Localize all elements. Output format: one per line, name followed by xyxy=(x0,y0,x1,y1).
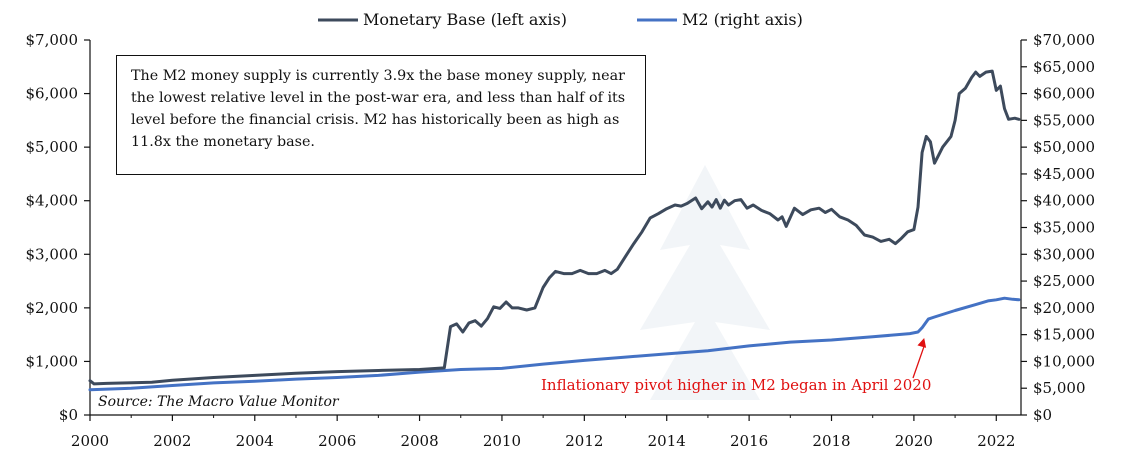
legend-label-m2: M2 (right axis) xyxy=(682,10,803,29)
y-right-tick-label: $60,000 xyxy=(1033,85,1095,103)
y-left-tick-label: $5,000 xyxy=(26,138,79,156)
source-note: Source: The Macro Value Monitor xyxy=(96,394,341,410)
legend: Monetary Base (left axis) M2 (right axis… xyxy=(318,10,803,29)
watermark-tree-icon xyxy=(640,165,770,400)
x-tick-label: 2008 xyxy=(400,432,438,450)
y-right-tick-label: $10,000 xyxy=(1033,352,1095,370)
y-right-tick-label: $0 xyxy=(1033,406,1052,424)
y-left-tick-label: $6,000 xyxy=(26,85,79,103)
x-tick-label: 2016 xyxy=(730,432,768,450)
y-right-tick-label: $5,000 xyxy=(1033,379,1086,397)
series-layer xyxy=(88,69,1021,392)
x-tick-label: 2012 xyxy=(565,432,603,450)
x-tick-label: 2004 xyxy=(236,432,274,450)
y-left-tick-label: $3,000 xyxy=(26,245,79,263)
y-right-tick-label: $35,000 xyxy=(1033,219,1095,237)
x-tick-label: 2022 xyxy=(977,432,1015,450)
y-right-tick-label: $25,000 xyxy=(1033,272,1095,290)
y-left-tick-label: $2,000 xyxy=(26,299,79,317)
y-right-tick-label: $30,000 xyxy=(1033,245,1095,263)
callout-arrow-icon xyxy=(912,337,927,379)
x-tick-label: 2006 xyxy=(318,432,356,450)
y-right-tick-label: $65,000 xyxy=(1033,58,1095,76)
y-left-tick-label: $4,000 xyxy=(26,192,79,210)
tick-labels: $0 $1,000 $2,000 $3,000 $4,000 $5,000 $6,000 $7… xyxy=(26,31,1096,450)
series-line-m2 xyxy=(88,296,1021,392)
y-right-tick-label: $70,000 xyxy=(1033,31,1095,49)
x-tick-label: 2010 xyxy=(483,432,521,450)
y-right-tick-label: $15,000 xyxy=(1033,326,1095,344)
y-right-tick-label: $50,000 xyxy=(1033,138,1095,156)
callout-label: Inflationary pivot higher in M2 began in… xyxy=(541,376,932,394)
y-right-tick-label: $20,000 xyxy=(1033,299,1095,317)
y-left-tick-label: $1,000 xyxy=(26,352,79,370)
callout-arrow-line xyxy=(912,345,925,379)
y-left-tick-label: $0 xyxy=(59,406,78,424)
y-left-tick-label: $7,000 xyxy=(26,31,79,49)
annotation-box: The M2 money supply is currently 3.9x th… xyxy=(116,55,646,175)
y-right-tick-label: $55,000 xyxy=(1033,111,1095,129)
y-right-tick-label: $45,000 xyxy=(1033,165,1095,183)
series-line-monetary-base xyxy=(88,69,1021,386)
legend-label-monetary-base: Monetary Base (left axis) xyxy=(363,10,567,29)
y-right-tick-label: $40,000 xyxy=(1033,192,1095,210)
x-tick-label: 2014 xyxy=(648,432,686,450)
callout-arrow-head xyxy=(917,337,927,348)
x-tick-label: 2000 xyxy=(71,432,109,450)
axes xyxy=(84,39,1027,421)
x-tick-label: 2018 xyxy=(812,432,850,450)
annotation-text: The M2 money supply is currently 3.9x th… xyxy=(131,68,626,150)
x-tick-label: 2002 xyxy=(153,432,191,450)
x-tick-label: 2020 xyxy=(895,432,933,450)
